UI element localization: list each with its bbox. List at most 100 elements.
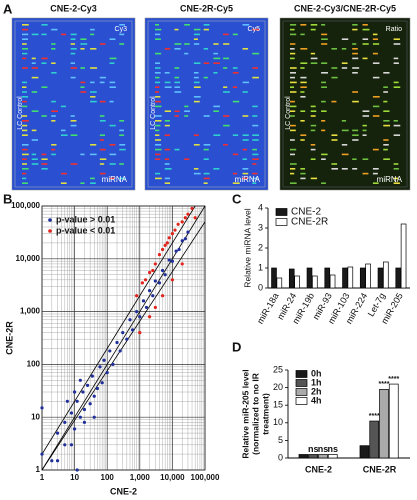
array-spot bbox=[232, 33, 238, 36]
array-spot bbox=[242, 134, 249, 136]
point bbox=[148, 315, 152, 319]
array-spot bbox=[290, 182, 297, 184]
array-spot bbox=[242, 139, 249, 141]
array-spot bbox=[300, 24, 307, 26]
array-spot bbox=[193, 144, 200, 146]
array-spot bbox=[155, 62, 161, 64]
array-spot bbox=[90, 91, 97, 93]
array-spot bbox=[22, 153, 29, 156]
legend-swatch bbox=[275, 208, 288, 216]
x-tick-label: 100 bbox=[101, 473, 115, 482]
point bbox=[100, 381, 104, 385]
array-spot bbox=[22, 124, 28, 127]
array-spot bbox=[362, 172, 369, 175]
x-tick-label: 10 bbox=[70, 473, 79, 482]
array-spot bbox=[290, 43, 296, 45]
point bbox=[55, 431, 60, 435]
array-spot bbox=[310, 105, 316, 108]
array-spot bbox=[383, 158, 390, 160]
array-spot bbox=[242, 158, 247, 160]
array-spot bbox=[213, 57, 221, 60]
array-spot bbox=[223, 144, 228, 146]
array-spot bbox=[352, 72, 358, 74]
array-spot bbox=[223, 33, 229, 36]
array-spot bbox=[51, 148, 56, 151]
array-spot bbox=[155, 67, 161, 69]
array-spot bbox=[164, 86, 172, 88]
array-spot bbox=[174, 28, 179, 31]
array-spot bbox=[290, 67, 297, 69]
bar bbox=[288, 268, 295, 289]
array-spot bbox=[119, 163, 124, 165]
array-spot bbox=[70, 52, 76, 55]
array-spot bbox=[383, 110, 390, 112]
array-spot bbox=[290, 100, 295, 103]
point bbox=[55, 459, 60, 463]
array-spot bbox=[41, 115, 47, 117]
array-spot bbox=[352, 168, 358, 170]
point bbox=[148, 288, 152, 293]
array-spot bbox=[31, 62, 36, 64]
array-spot bbox=[321, 43, 328, 45]
array-spot bbox=[184, 105, 189, 108]
array-spot bbox=[22, 158, 27, 160]
array-spot bbox=[31, 91, 38, 93]
array-spot bbox=[362, 24, 368, 26]
array-spot bbox=[119, 177, 125, 180]
array-spot bbox=[164, 110, 171, 112]
bar bbox=[369, 420, 380, 459]
point bbox=[118, 349, 122, 353]
x-tick-label: CNE-2R bbox=[363, 464, 397, 474]
array-spot bbox=[90, 48, 97, 50]
array-spot bbox=[290, 172, 295, 175]
array-spot bbox=[372, 62, 380, 64]
y-tick-label: 2 bbox=[258, 242, 263, 252]
array-spot bbox=[51, 115, 56, 117]
legend-swatch bbox=[295, 370, 308, 378]
array-spot bbox=[119, 144, 126, 146]
array-spot bbox=[290, 24, 297, 26]
panel-letter: D bbox=[232, 339, 241, 354]
array-spot bbox=[290, 52, 296, 55]
point bbox=[138, 331, 142, 335]
image-title: CNE-2R-Cy5 bbox=[180, 3, 233, 13]
point bbox=[157, 281, 162, 285]
array-spot bbox=[41, 62, 47, 64]
array-spot bbox=[119, 120, 125, 122]
array-spot bbox=[31, 67, 38, 69]
array-spot bbox=[300, 62, 308, 64]
array-spot bbox=[60, 129, 66, 132]
array-spot bbox=[174, 48, 181, 50]
array-spot bbox=[51, 72, 57, 74]
point bbox=[183, 237, 187, 241]
array-spot bbox=[352, 28, 358, 31]
array-spot bbox=[155, 172, 161, 175]
array-spot bbox=[193, 81, 200, 84]
array-spot bbox=[310, 158, 316, 160]
array-spot bbox=[22, 24, 29, 26]
array-spot bbox=[155, 120, 162, 122]
legend-label: p-value < 0.01 bbox=[56, 225, 115, 235]
array-spot bbox=[362, 28, 370, 31]
point bbox=[186, 212, 190, 216]
array-spot bbox=[341, 48, 347, 50]
array-spot bbox=[70, 134, 78, 136]
array-spot bbox=[362, 110, 370, 112]
array-spot bbox=[203, 172, 210, 175]
point bbox=[160, 294, 165, 298]
y-tick-label: 25 bbox=[273, 364, 283, 374]
array-spot bbox=[372, 52, 378, 55]
array-spot bbox=[362, 134, 367, 136]
array-spot bbox=[193, 72, 199, 74]
y-tick-label: 10 bbox=[273, 417, 283, 427]
array-spot bbox=[22, 57, 27, 60]
array-border bbox=[14, 20, 133, 188]
array-spot bbox=[300, 134, 307, 136]
array-spot bbox=[310, 110, 317, 112]
array-spot bbox=[290, 110, 296, 112]
y-tick-label: 5 bbox=[278, 435, 283, 445]
array-spot bbox=[90, 177, 95, 180]
significance-label: **** bbox=[369, 413, 380, 420]
point bbox=[63, 420, 67, 424]
array-spot bbox=[31, 57, 36, 60]
